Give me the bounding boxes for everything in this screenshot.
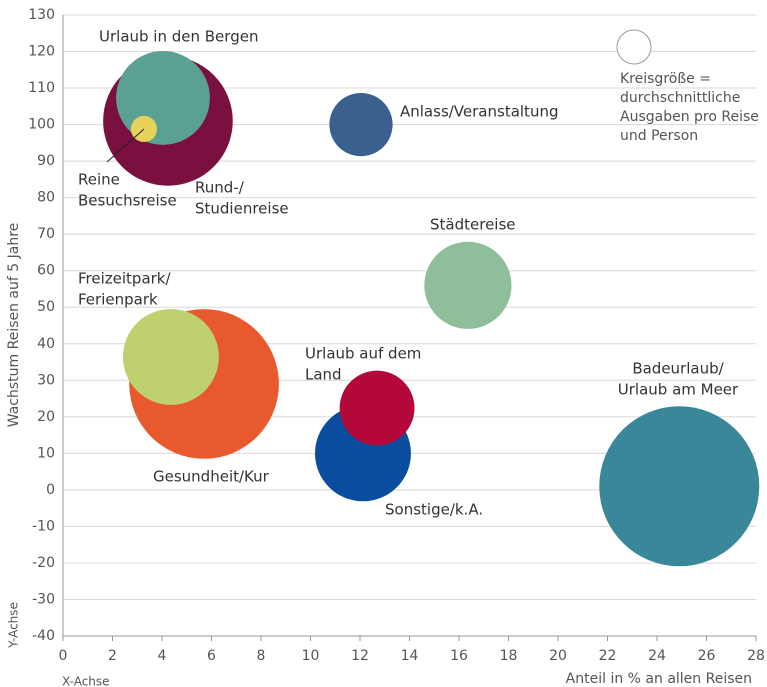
bubble-label: Reine [78,171,120,189]
y-tick-label: 130 [28,7,55,23]
x-tick-label: 6 [207,648,216,664]
bubble-label: Urlaub auf dem [305,345,421,363]
y-tick-label: 90 [37,153,55,169]
x-tick-label: 28 [747,648,765,664]
x-tick-label: 12 [351,648,369,664]
y-tick-label: 30 [37,372,55,388]
bubble [122,308,219,405]
x-tick-label: 26 [698,648,716,664]
bubble [116,51,210,145]
y-tick-label: 20 [37,409,55,425]
bubble-label: Ferienpark [78,291,158,309]
legend-circle [616,29,652,65]
bubble-label: Rund-/ [195,179,245,197]
x-tick-label: 4 [158,648,167,664]
x-tick-label: 8 [257,648,266,664]
y-tick-label: 0 [46,482,55,498]
x-tick-label: 10 [302,648,320,664]
x-tick-label: 14 [401,648,419,664]
y-tick-label: -30 [32,591,55,607]
bubble-label: Urlaub am Meer [618,381,739,399]
y-axis-name: Y-Achse [7,602,21,649]
bubble-label: Gesundheit/Kur [153,468,270,486]
bubble [329,92,393,157]
leader-line [106,128,145,163]
bubble-label: Badeurlaub/ [632,360,724,378]
x-tick-label: 18 [500,648,518,664]
bubble-label: Sonstige/k.A. [385,501,483,519]
y-tick-label: 70 [37,226,55,242]
bubble [599,406,760,567]
x-axis-title: Anteil in % an allen Reisen [566,671,752,687]
bubble-label: Anlass/Veranstaltung [400,103,558,121]
x-tick-label: 2 [108,648,117,664]
y-tick-label: 10 [37,445,55,461]
y-axis-title: Wachstum Reisen auf 5 Jahre [6,223,22,428]
bubble [424,241,512,329]
y-tick-label: 100 [28,117,55,133]
y-tick-label: -20 [32,555,55,571]
bubble-label: Freizeitpark/ [78,270,171,288]
x-tick-label: 16 [450,648,468,664]
x-tick-label: 22 [599,648,617,664]
y-tick-label: -10 [32,518,55,534]
y-tick-label: 110 [28,80,55,96]
y-tick-label: 120 [28,44,55,60]
y-tick-label: -40 [32,628,55,644]
legend-text: und Person [620,128,698,144]
y-tick-label: 50 [37,299,55,315]
x-tick-label: 20 [549,648,567,664]
legend-text: Kreisgröße = [620,71,711,87]
bubble [339,370,415,446]
y-tick-label: 60 [37,263,55,279]
bubble-label: Besuchsreise [78,192,177,210]
x-tick-label: 0 [59,648,68,664]
y-tick-label: 40 [37,336,55,352]
bubble-label: Urlaub in den Bergen [99,28,258,46]
bubble-label: Studienreise [195,200,289,218]
legend-text: durchschnittliche [620,90,740,106]
bubble-label: Städtereise [430,216,516,234]
bubble-label: Land [305,366,342,384]
legend-text: Ausgaben pro Reise [620,109,759,125]
y-tick-label: 80 [37,190,55,206]
x-axis-name: X-Achse [62,675,110,687]
x-tick-label: 24 [648,648,666,664]
